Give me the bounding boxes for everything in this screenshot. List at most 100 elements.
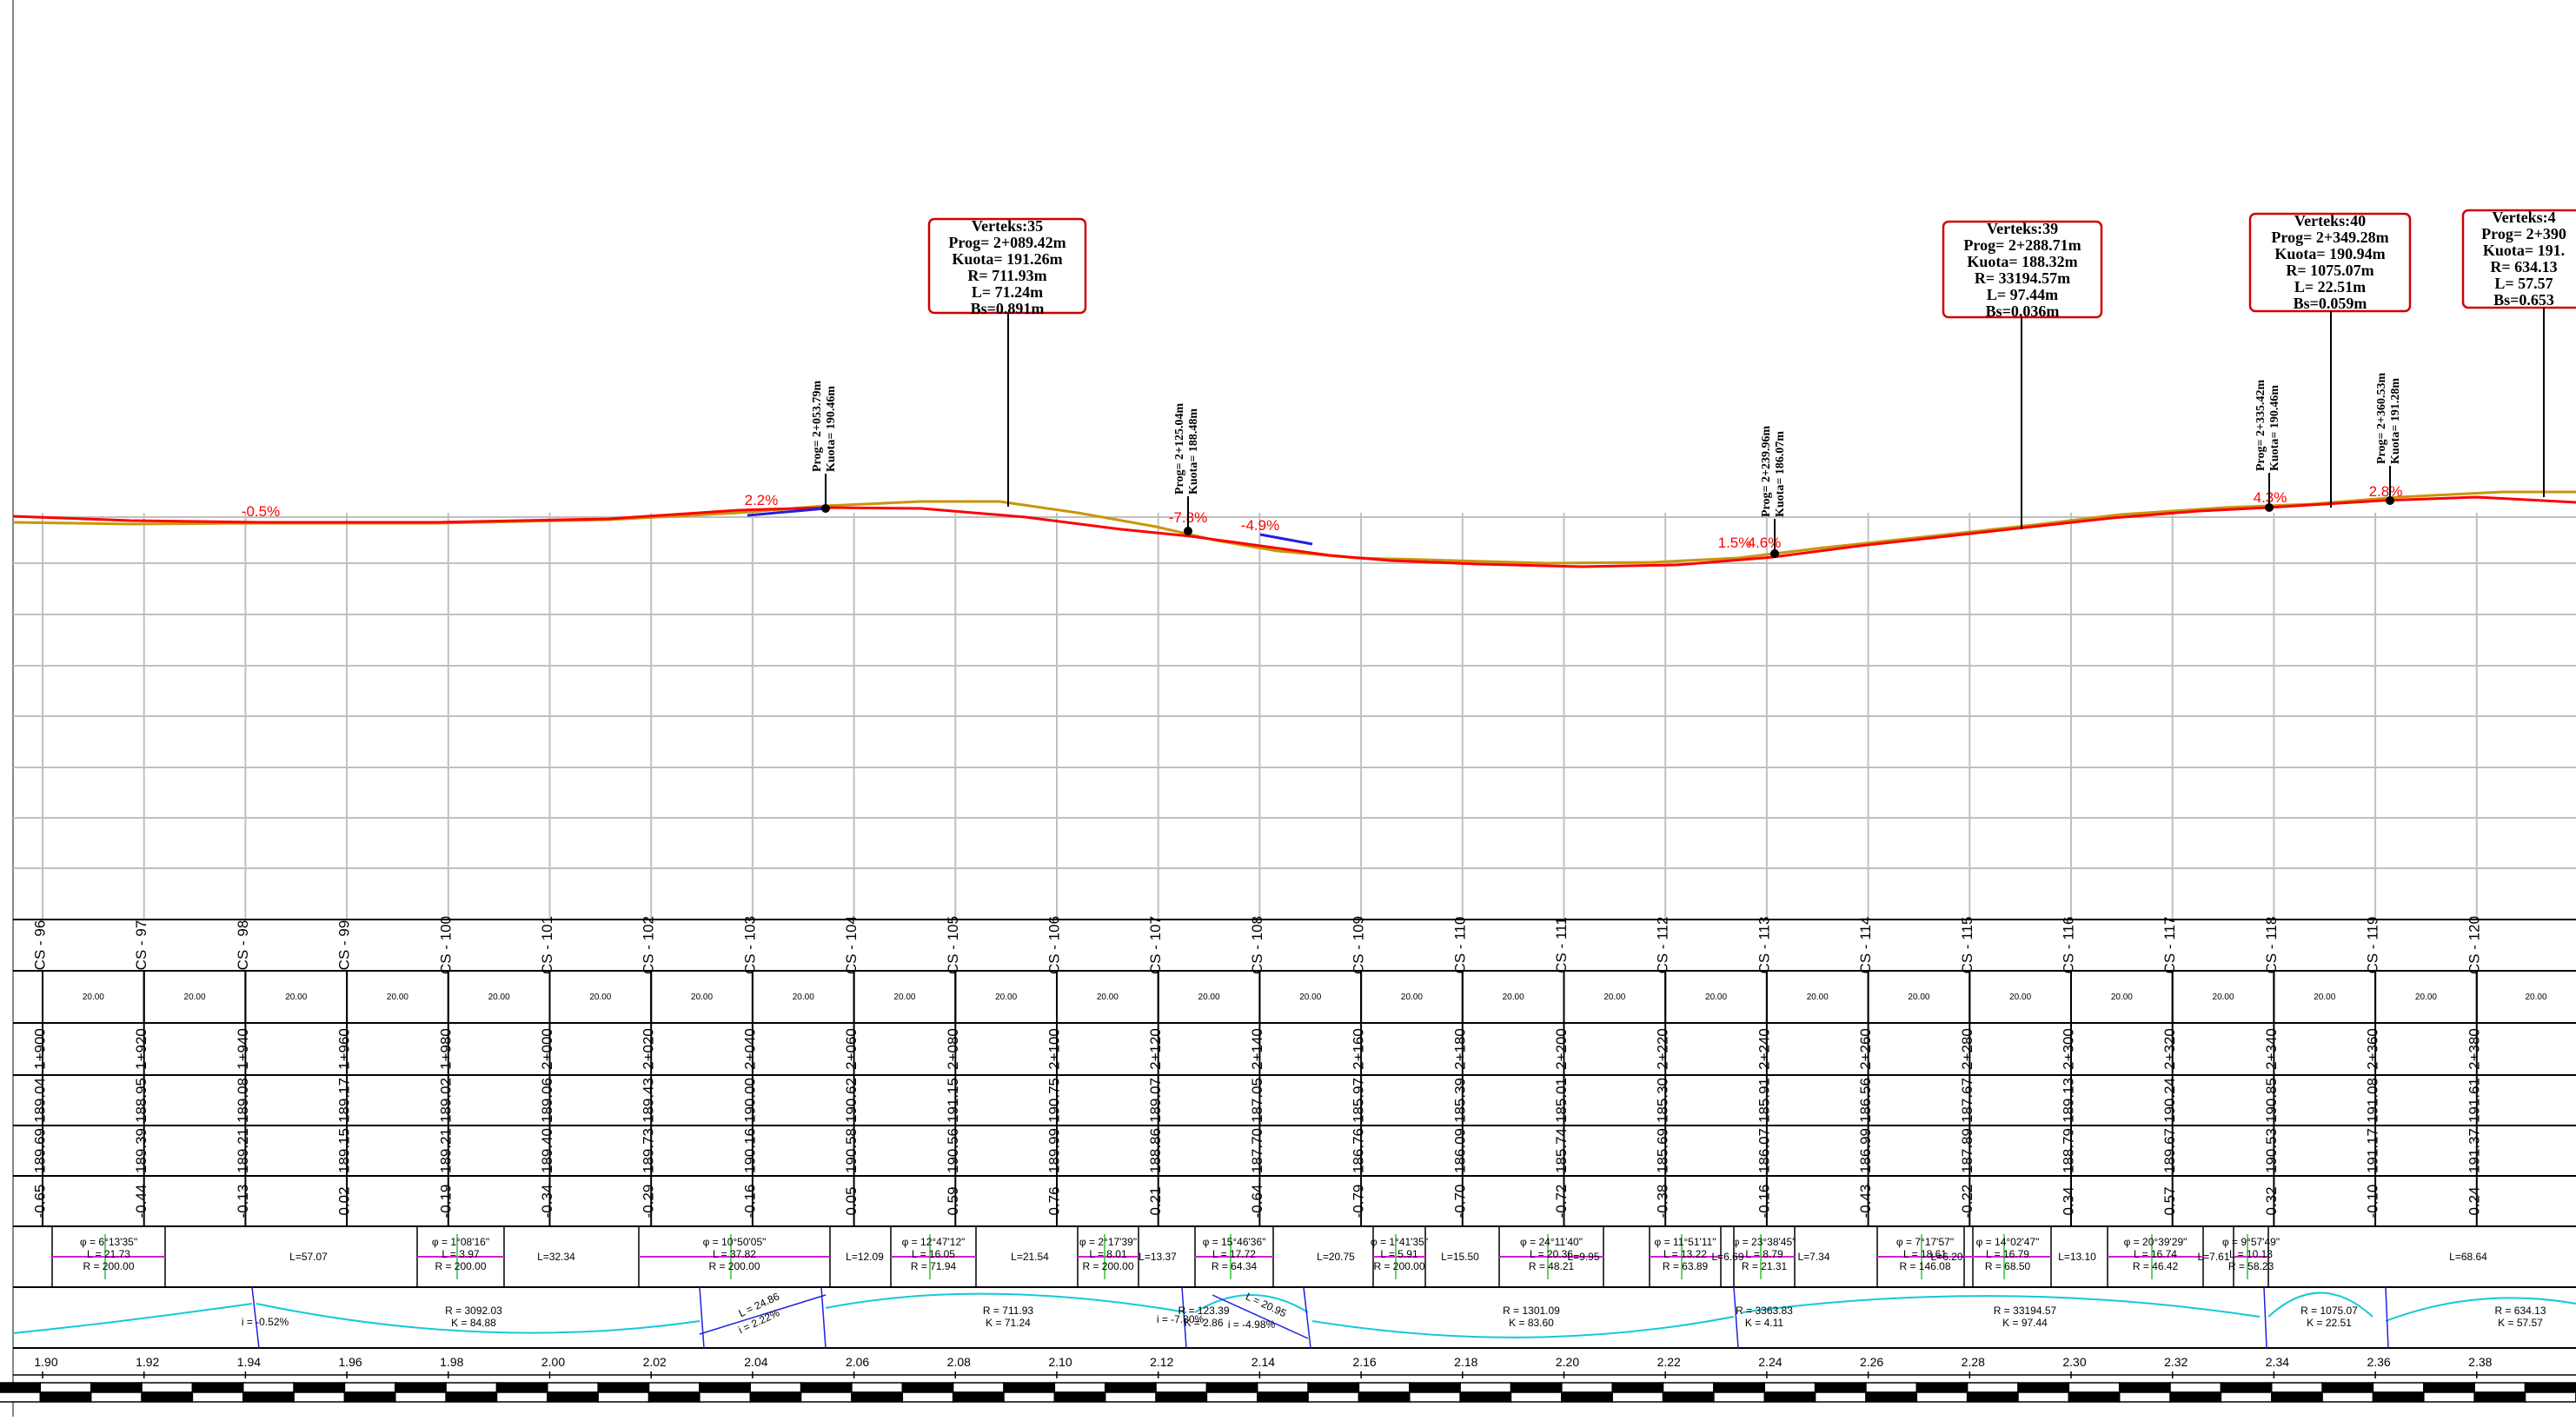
table-cell-v2: 186.07 xyxy=(1756,1128,1772,1173)
v-curve-k: K = 84.88 xyxy=(451,1317,496,1329)
h-curve-phi: φ = 9°57'49" xyxy=(2222,1236,2280,1248)
point-label: Prog= 2+335.42m Kuota= 190.46m xyxy=(2254,380,2281,508)
table-cell-cs: CS - 101 xyxy=(539,916,555,974)
table-cell-sta: 2+040 xyxy=(741,1028,758,1070)
scale-checker xyxy=(2372,1382,2425,1393)
table-cell-v3: 0.21 xyxy=(1147,1186,1164,1215)
table-cell-v1: 189.17 xyxy=(336,1078,353,1123)
scale-checker xyxy=(952,1382,1005,1393)
h-tangent-label: L=13.37 xyxy=(1139,1251,1177,1263)
point-kuota: Kuota= 188.48m xyxy=(1187,408,1200,495)
table-cell-v2: 189.40 xyxy=(539,1128,555,1173)
vertex-kuota: Kuota= 191. xyxy=(2483,242,2565,259)
scale-checker xyxy=(1966,1382,2019,1393)
h-tangent-label: L=12.09 xyxy=(846,1251,884,1263)
table-cell-v1: 189.04 xyxy=(31,1078,48,1123)
scale-checker xyxy=(1814,1382,1867,1393)
table-cell-v3: -0.72 xyxy=(1553,1185,1570,1218)
table-cell-sta: 2+280 xyxy=(1959,1028,1975,1070)
table-cell-cs: CS - 116 xyxy=(2060,917,2076,974)
h-curve-r: R = 71.94 xyxy=(911,1260,957,1272)
vertex-l: L= 71.24m xyxy=(972,283,1043,301)
v-curve-k: K = 97.44 xyxy=(2002,1317,2048,1329)
ground-line xyxy=(12,490,2576,565)
h-tangent-label: L=9.95 xyxy=(1567,1251,1599,1263)
table-cell-cs: CS - 96 xyxy=(31,920,48,971)
table-cell-v3: -0.29 xyxy=(641,1185,657,1218)
v-curve-k: K = 83.60 xyxy=(1509,1317,1554,1329)
scale-checker xyxy=(1409,1382,1461,1393)
point-label: Prog= 2+125.04m Kuota= 188.48m xyxy=(1173,403,1200,531)
spacing-label: 20.00 xyxy=(2314,993,2335,1002)
h-curve-l: L = 8.79 xyxy=(1745,1248,1783,1260)
h-curve-r: R = 64.34 xyxy=(1212,1260,1258,1272)
v-curve-edge xyxy=(2263,1286,2267,1349)
h-curve-phi: φ = 1°41'35" xyxy=(1371,1236,1428,1248)
h-curve-l: L = 5.91 xyxy=(1380,1248,1418,1260)
h-curve-l: L = 13.22 xyxy=(1663,1248,1707,1260)
scale-checker xyxy=(191,1382,244,1393)
spacing-label: 20.00 xyxy=(1603,993,1625,1002)
scale-label: 1.98 xyxy=(440,1355,463,1369)
table-cell-v1: 189.07 xyxy=(1147,1078,1164,1123)
table-cell-v3: 0.34 xyxy=(2060,1186,2076,1215)
scale-checker xyxy=(2423,1382,2475,1393)
table-cell-cs: CS - 118 xyxy=(2263,917,2280,974)
scale-checker xyxy=(293,1382,346,1393)
table-cell-sta: 2+000 xyxy=(539,1028,555,1070)
table-cell-sta: 2+340 xyxy=(2263,1028,2280,1070)
vertex-prog: Prog= 2+288.71m xyxy=(1963,236,2081,254)
point-label: Prog= 2+053.79m Kuota= 190.46m xyxy=(811,381,838,508)
scale-checker xyxy=(1409,1391,1461,1403)
table-cell-v1: 185.01 xyxy=(1553,1078,1570,1123)
scale-checker xyxy=(1915,1382,1969,1393)
table-cell-v1: 187.67 xyxy=(1959,1078,1975,1123)
table-cell-sta: 2+020 xyxy=(641,1028,657,1070)
table-cell-v3: 0.57 xyxy=(2161,1186,2178,1215)
vertex-box-frame xyxy=(2461,209,2576,309)
table-cell-v2: 189.99 xyxy=(1046,1128,1062,1173)
scale-label: 2.18 xyxy=(1454,1355,1477,1369)
table-cell-v2: 189.67 xyxy=(2161,1128,2178,1173)
table-cell-v1: 191.61 xyxy=(2466,1078,2482,1123)
table-cell-v2: 189.21 xyxy=(235,1128,251,1173)
table-cell-v2: 190.56 xyxy=(945,1128,961,1173)
table-cell-v3: 0.05 xyxy=(843,1186,860,1215)
v-curve-r: R = 123.39 xyxy=(1178,1305,1229,1317)
table-cell-sta: 2+260 xyxy=(1857,1028,1874,1070)
table-cell-cs: CS - 114 xyxy=(1857,917,1874,974)
h-curve-phi: φ = 2°17'39" xyxy=(1079,1236,1137,1248)
vertex-l: L= 57.57 xyxy=(2494,275,2553,292)
scale-checker xyxy=(2321,1391,2374,1403)
table-cell-v2: 187.89 xyxy=(1959,1128,1975,1173)
table-cell-v2: 186.99 xyxy=(1857,1128,1874,1173)
v-slope-label: L = 20.95 xyxy=(1244,1290,1288,1319)
vertex-r: R= 634.13 xyxy=(2490,258,2557,276)
v-curve-r: R = 711.93 xyxy=(983,1305,1033,1317)
scale-checker xyxy=(2372,1391,2425,1403)
v-curve-r: R = 3363.83 xyxy=(1736,1305,1793,1317)
v-curve-r: R = 634.13 xyxy=(2494,1305,2546,1317)
table-cell-v2: 191.17 xyxy=(2365,1128,2381,1173)
table-cell-v1: 185.91 xyxy=(1756,1078,1772,1123)
scale-checker xyxy=(2068,1391,2121,1403)
scale-checker xyxy=(343,1391,396,1403)
h-curve-phi: φ = 15°46'36" xyxy=(1203,1236,1266,1248)
scale-checker xyxy=(1763,1391,1816,1403)
table-cell-v1: 191.08 xyxy=(2365,1078,2381,1123)
scale-checker xyxy=(1763,1382,1816,1393)
table-cell-sta: 1+940 xyxy=(235,1028,251,1070)
h-curve-l: L = 3.97 xyxy=(442,1248,480,1260)
scale-checker xyxy=(800,1382,853,1393)
scale-checker xyxy=(800,1391,853,1403)
scale-label: 1.94 xyxy=(237,1355,261,1369)
table-cell-v3: -0.65 xyxy=(31,1185,48,1218)
table-cell-v2: 188.86 xyxy=(1147,1128,1164,1173)
table-cell-sta: 2+220 xyxy=(1655,1028,1671,1070)
h-tangent-label: L=32.34 xyxy=(537,1251,575,1263)
v-curve-k: K = 2.86 xyxy=(1184,1317,1223,1329)
h-curve-l: L = 17.72 xyxy=(1212,1248,1256,1260)
scale-checker xyxy=(647,1391,700,1403)
scale-checker xyxy=(2169,1391,2222,1403)
table-cell-cs: CS - 109 xyxy=(1351,916,1367,974)
